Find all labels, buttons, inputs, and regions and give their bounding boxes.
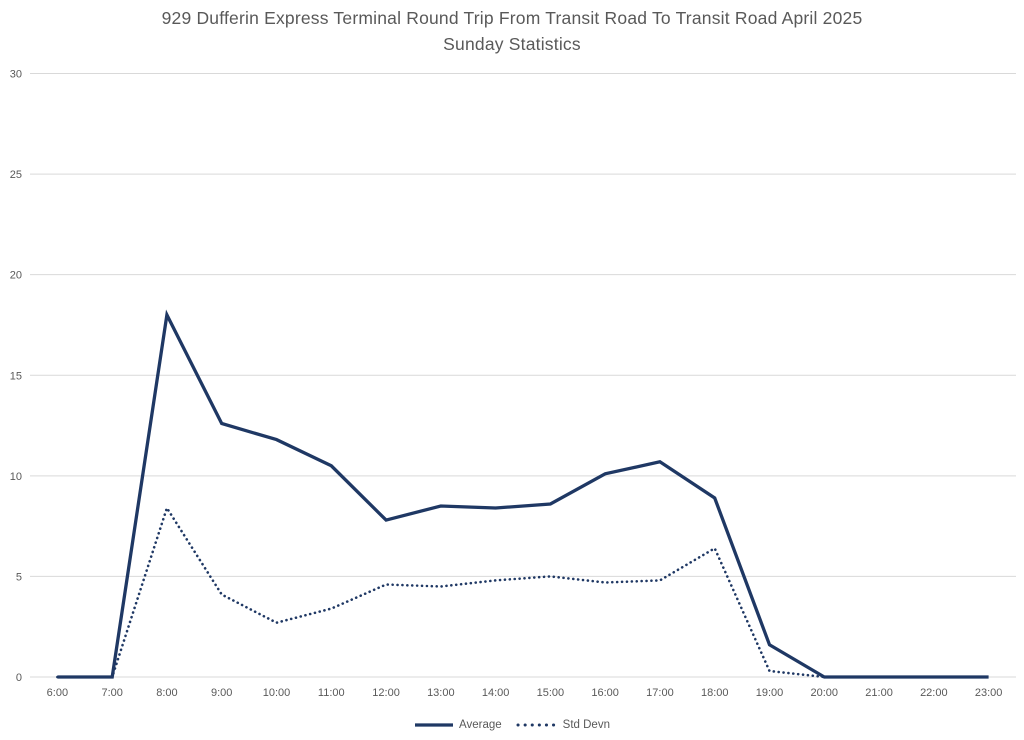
x-axis-tick-label: 23:00 (975, 687, 1003, 699)
x-axis-tick-label: 11:00 (318, 687, 345, 699)
legend-item-std-devn: Std Devn (516, 719, 610, 731)
x-axis-tick-label: 21:00 (865, 687, 893, 699)
x-axis-tick-label: 16:00 (591, 687, 619, 699)
x-axis-tick-label: 14:00 (482, 687, 510, 699)
series-line-average (57, 309, 989, 679)
legend-solid-line-icon (415, 723, 454, 727)
x-axis-tick-label: 22:00 (920, 687, 948, 699)
x-axis-tick-label: 8:00 (156, 687, 177, 699)
legend-item-average: Average (414, 719, 502, 731)
y-axis-tick-label: 30 (10, 69, 22, 81)
chart-subtitle: Sunday Statistics (443, 34, 581, 54)
x-axis-tick-label: 10:00 (263, 687, 291, 699)
chart-title: 929 Dufferin Express Terminal Round Trip… (161, 8, 863, 28)
x-axis-tick-label: 6:00 (47, 687, 68, 699)
x-axis-tick-label: 18:00 (701, 687, 729, 699)
chart-title-block: 929 Dufferin Express Terminal Round Trip… (0, 5, 1024, 57)
legend-dotted-line-icon (516, 723, 558, 727)
series-line-std-devn (56, 504, 990, 679)
legend-label-average: Average (459, 719, 502, 731)
legend-label-std-devn: Std Devn (562, 719, 610, 731)
y-axis-tick-label: 25 (10, 169, 22, 181)
x-axis-tick-label: 12:00 (372, 687, 400, 699)
x-axis-tick-label: 7:00 (101, 687, 122, 699)
y-axis-tick-label: 5 (16, 571, 22, 583)
x-axis-tick-label: 15:00 (537, 687, 565, 699)
x-axis-tick-label: 19:00 (756, 687, 784, 699)
y-axis-tick-label: 0 (16, 672, 22, 684)
x-axis-tick-label: 9:00 (211, 687, 232, 699)
x-axis-tick-label: 13:00 (427, 687, 455, 699)
x-axis-tick-label: 20:00 (811, 687, 839, 699)
y-axis-tick-label: 10 (10, 471, 22, 483)
x-axis-tick-label: 17:00 (646, 687, 674, 699)
y-axis-tick-label: 15 (10, 370, 22, 382)
y-axis-tick-label: 20 (10, 270, 22, 282)
chart-legend: Average Std Devn (0, 715, 1024, 735)
